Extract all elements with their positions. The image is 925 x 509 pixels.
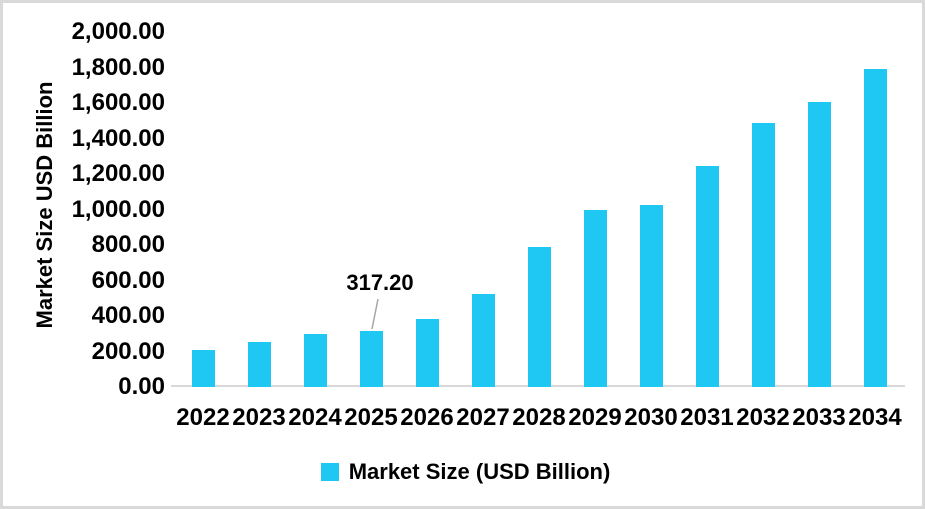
legend: Market Size (USD Billion) [3, 459, 922, 484]
bar-2027 [471, 293, 495, 387]
y-tick-label: 600.00 [91, 266, 165, 294]
bar-slot-2029 [567, 32, 623, 387]
bar-2028 [527, 246, 551, 387]
x-tick-label-2025: 2025 [344, 404, 398, 431]
x-tick-label-2026: 2026 [400, 404, 454, 431]
bar-2024 [303, 333, 327, 387]
bar-2032 [751, 122, 775, 387]
x-tick-label-2033: 2033 [792, 404, 846, 431]
bar-2022 [191, 350, 215, 387]
bar-2029 [583, 209, 607, 387]
y-tick-label: 1,600.00 [71, 89, 165, 116]
bar-slot-2022 [175, 32, 231, 387]
y-tick-label: 1,800.00 [71, 53, 165, 81]
bar-slot-2026 [399, 32, 455, 387]
y-tick-label: 0.00 [118, 373, 165, 400]
bar-2025 [359, 330, 383, 387]
x-tick-label-2032: 2032 [736, 404, 790, 431]
bar-2034 [863, 69, 887, 387]
bar-2030 [639, 205, 663, 387]
bar-slot-2030 [623, 32, 679, 387]
y-tick-label: 800.00 [91, 231, 165, 258]
x-tick-label-2024: 2024 [288, 404, 342, 431]
bar-slot-2027 [455, 32, 511, 387]
x-tick-label-2030: 2030 [624, 404, 678, 431]
x-tick-label-2022: 2022 [176, 404, 230, 431]
bar-slot-2032 [735, 32, 791, 387]
x-tick-label-2034: 2034 [848, 404, 902, 431]
x-axis-tick-labels: 2022 2023 2024 2025 2026 2027 2028 2029 2030 2031… [175, 405, 903, 431]
y-tick-label: 1,400.00 [71, 124, 165, 152]
bar-2033 [807, 102, 831, 387]
bar-2031 [695, 166, 719, 387]
bar-slot-2033 [791, 32, 847, 387]
data-label-2025: 317.20 [346, 270, 414, 295]
y-tick-label: 1,000.00 [71, 195, 165, 223]
plot-area [175, 32, 903, 387]
x-tick-label-2027: 2027 [456, 404, 510, 431]
bar-slot-2025 [343, 32, 399, 387]
bar-slot-2034 [847, 32, 903, 387]
y-tick-label: 200.00 [91, 337, 165, 365]
bar-slot-2031 [679, 32, 735, 387]
x-tick-label-2028: 2028 [512, 404, 566, 431]
bar-slot-2028 [511, 32, 567, 387]
x-tick-label-2031: 2031 [680, 404, 734, 431]
bar-2023 [247, 341, 271, 387]
x-tick-label-2029: 2029 [568, 404, 622, 431]
bar-2026 [415, 319, 439, 387]
x-tick-label-2023: 2023 [232, 404, 286, 431]
bar-slot-2024 [287, 32, 343, 387]
legend-label: Market Size (USD Billion) [348, 459, 611, 484]
y-axis-tick-labels: 0.00 200.00 400.00 600.00 800.00 1,000.00 1,20… [3, 3, 165, 423]
bar-slot-2023 [231, 32, 287, 387]
y-tick-label: 1,200.00 [71, 160, 165, 187]
legend-swatch-icon [320, 463, 339, 481]
y-tick-label: 2,000.00 [71, 18, 165, 45]
y-tick-label: 400.00 [91, 302, 165, 329]
